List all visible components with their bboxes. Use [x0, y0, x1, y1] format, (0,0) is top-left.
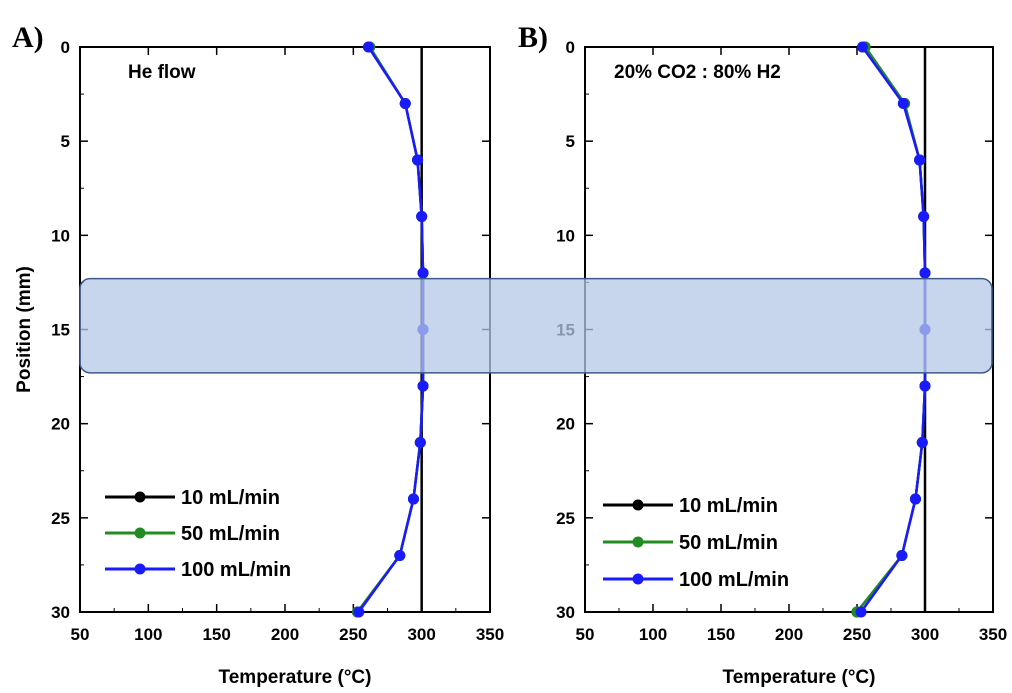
data-point: [896, 550, 908, 561]
x-tick-label: 150: [707, 625, 735, 644]
legend-marker: [134, 491, 146, 503]
data-point: [416, 211, 428, 222]
legend-item: 10 mL/min: [603, 495, 778, 517]
data-point: [856, 41, 868, 53]
legend-item: 100 mL/min: [603, 569, 789, 591]
y-tick-label: 5: [566, 132, 575, 151]
y-axis-label: Position (mm): [14, 266, 35, 393]
legend-item: 100 mL/min: [105, 559, 291, 581]
data-point: [414, 437, 426, 448]
x-tick-label: 200: [271, 625, 299, 644]
data-point: [362, 41, 374, 53]
data-point: [412, 154, 424, 166]
x-tick-label: 300: [407, 625, 435, 644]
y-tick-label: 30: [556, 603, 575, 622]
legend-marker: [632, 536, 644, 548]
legend-label: 50 mL/min: [181, 523, 280, 545]
legend-label: 10 mL/min: [679, 495, 778, 517]
legend-label: 10 mL/min: [181, 487, 280, 509]
legend-item: 50 mL/min: [603, 532, 778, 554]
x-tick-label: 250: [843, 625, 871, 644]
y-tick-label: 0: [566, 38, 575, 57]
legend-label: 50 mL/min: [679, 532, 778, 554]
x-tick-label: 50: [576, 625, 595, 644]
y-tick-label: 5: [61, 132, 70, 151]
y-tick-label: 10: [51, 226, 70, 245]
data-point: [897, 98, 909, 109]
x-tick-label: 300: [911, 625, 939, 644]
y-tick-label: 10: [556, 226, 575, 245]
legend-label: 100 mL/min: [181, 559, 291, 581]
data-point: [916, 437, 928, 448]
highlight-overlay: [79, 277, 993, 374]
legend-marker: [134, 527, 146, 539]
data-point: [353, 606, 365, 618]
y-tick-label: 20: [51, 415, 70, 434]
data-point: [919, 267, 931, 279]
x-tick-label: 350: [979, 625, 1007, 644]
data-point: [918, 211, 930, 222]
data-point: [417, 267, 429, 279]
legend-marker: [632, 573, 644, 585]
legend-item: 10 mL/min: [105, 487, 280, 509]
data-point: [855, 606, 867, 618]
legend-label: 100 mL/min: [679, 569, 789, 591]
x-tick-label: 250: [339, 625, 367, 644]
data-point: [919, 380, 931, 392]
x-axis-label: Temperature (°C): [723, 667, 876, 688]
highlight-band: [79, 277, 993, 374]
panel-annotation: 20% CO2 : 80% H2: [614, 62, 781, 83]
data-point: [909, 493, 921, 505]
x-axis-label: Temperature (°C): [219, 667, 372, 688]
x-tick-label: 100: [639, 625, 667, 644]
y-tick-label: 15: [51, 321, 70, 340]
data-point: [407, 493, 419, 505]
panel-label: B): [518, 21, 548, 54]
y-tick-label: 30: [51, 603, 70, 622]
y-tick-label: 20: [556, 415, 575, 434]
y-tick-label: 0: [61, 38, 70, 57]
data-point: [417, 380, 429, 392]
data-point: [914, 154, 926, 166]
data-point: [394, 550, 406, 561]
legend-marker: [632, 499, 644, 511]
x-tick-label: 100: [134, 625, 162, 644]
y-tick-label: 25: [51, 509, 70, 528]
x-tick-label: 150: [202, 625, 230, 644]
legend-marker: [134, 563, 146, 575]
x-tick-label: 350: [476, 625, 504, 644]
y-tick-label: 25: [556, 509, 575, 528]
data-point: [399, 98, 411, 109]
panel-label: A): [12, 21, 44, 54]
legend-item: 50 mL/min: [105, 523, 280, 545]
panel-annotation: He flow: [128, 62, 196, 83]
x-tick-label: 50: [71, 625, 90, 644]
x-tick-label: 200: [775, 625, 803, 644]
